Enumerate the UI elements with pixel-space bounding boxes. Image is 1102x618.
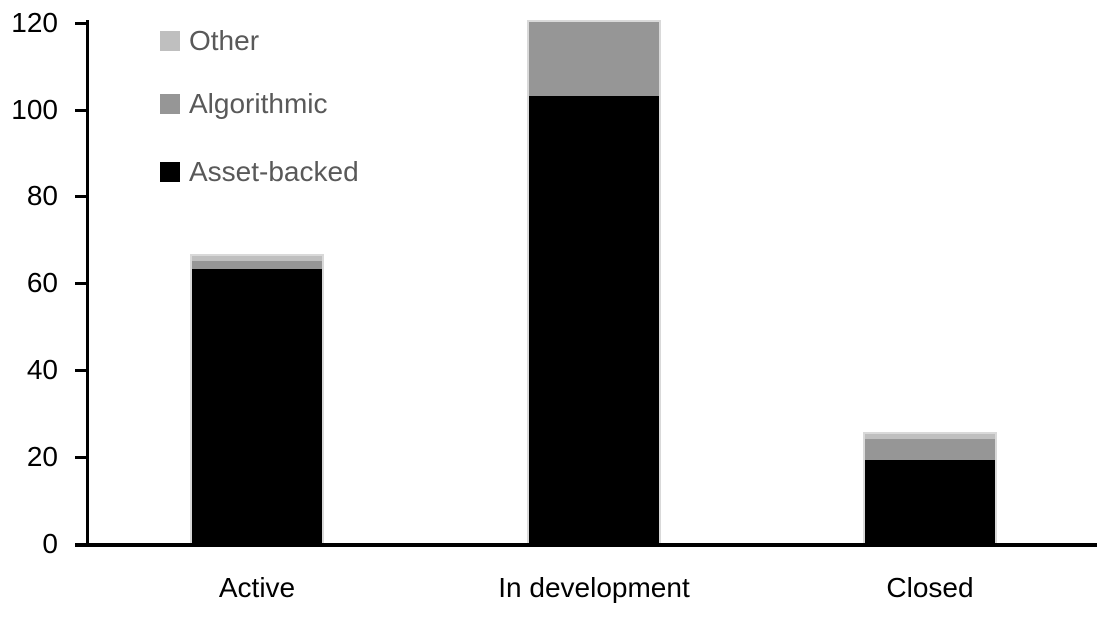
legend-swatch-icon xyxy=(160,162,180,182)
y-tick-mark-0 xyxy=(75,543,89,546)
y-tick-label-20: 20 xyxy=(26,441,58,473)
legend-item-other: Other xyxy=(160,25,259,57)
y-tick-mark-80 xyxy=(75,195,89,199)
segment-asset-backed-active xyxy=(192,269,322,543)
x-axis-label-closed: Closed xyxy=(886,572,974,603)
y-tick-mark-120 xyxy=(75,21,89,25)
legend-swatch-icon xyxy=(160,94,180,114)
y-tick-label-120: 120 xyxy=(11,6,58,38)
y-tick-mark-100 xyxy=(75,108,89,112)
y-tick-label-0: 0 xyxy=(42,528,58,559)
legend-item-algorithmic: Algorithmic xyxy=(160,88,327,120)
y-tick-label-40: 40 xyxy=(26,354,58,386)
legend-item-asset-backed: Asset-backed xyxy=(160,156,359,188)
x-axis-label-in-development: In development xyxy=(498,572,690,603)
x-axis-line xyxy=(75,543,1097,547)
x-axis-label-active: Active xyxy=(218,572,296,603)
legend-label: Other xyxy=(189,25,260,56)
bar-active xyxy=(190,254,324,543)
segment-algorithmic-active xyxy=(192,260,322,270)
segment-algorithmic-in-development xyxy=(529,21,659,96)
bar-in-development xyxy=(527,19,661,543)
segment-other-active xyxy=(192,256,322,261)
segment-asset-backed-in-development xyxy=(529,95,659,543)
legend-swatch-icon xyxy=(160,31,180,51)
segment-asset-backed-closed xyxy=(865,460,995,543)
segment-other-closed xyxy=(865,434,995,439)
y-tick-label-60: 60 xyxy=(26,267,58,299)
y-tick-mark-20 xyxy=(75,456,89,460)
legend-label: Asset-backed xyxy=(189,156,359,187)
y-tick-label-80: 80 xyxy=(26,180,58,212)
legend-label: Algorithmic xyxy=(189,88,328,119)
y-tick-mark-60 xyxy=(75,282,89,286)
segment-algorithmic-closed xyxy=(865,438,995,461)
y-tick-label-100: 100 xyxy=(11,93,58,125)
bar-closed xyxy=(863,432,997,543)
y-tick-mark-40 xyxy=(75,369,89,373)
